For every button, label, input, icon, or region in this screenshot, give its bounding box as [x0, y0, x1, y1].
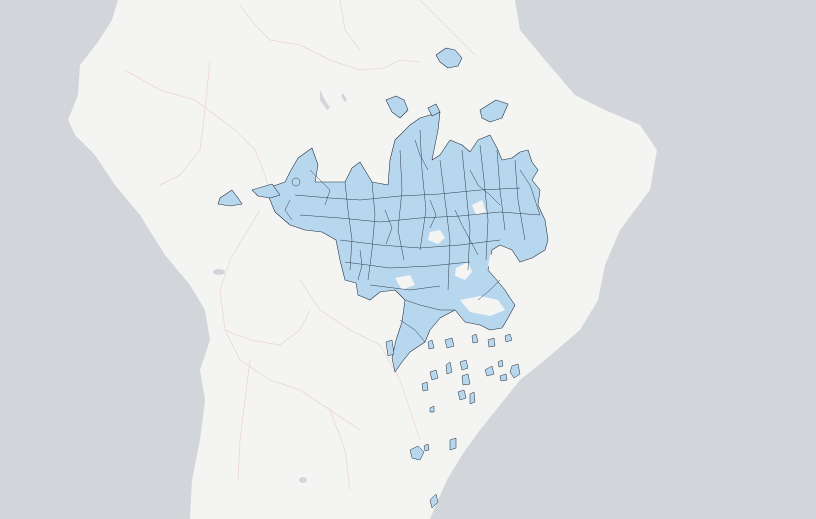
region-gap [455, 262, 472, 280]
municipality-fragment[interactable] [459, 359, 469, 371]
region-gap [472, 200, 486, 215]
municipality-fragment[interactable] [484, 365, 495, 377]
municipality-fragment[interactable] [429, 405, 435, 413]
municipality-fragment[interactable] [487, 337, 496, 348]
municipality-fragment[interactable] [497, 359, 504, 368]
highlighted-region[interactable] [217, 47, 549, 373]
municipality-fragment[interactable] [461, 373, 471, 386]
region-maranhao-tip[interactable] [479, 99, 509, 123]
municipality-fragment[interactable] [423, 443, 430, 452]
municipal-boundaries [284, 129, 541, 343]
municipality-fragment[interactable] [427, 339, 435, 350]
country-borders [124, 0, 476, 491]
region-gap [460, 296, 505, 316]
region-amapa[interactable] [435, 47, 463, 69]
municipality-fragment[interactable] [429, 369, 439, 381]
municipality-fragment[interactable] [499, 373, 508, 382]
lake [299, 477, 307, 483]
river [320, 90, 330, 110]
region-gap [488, 250, 512, 270]
municipality-fragment[interactable] [444, 337, 455, 349]
municipality-fragment[interactable] [409, 445, 425, 461]
region-north-islet[interactable] [385, 95, 409, 119]
municipality-fragment[interactable] [471, 333, 479, 344]
municipality-fragment[interactable] [504, 333, 513, 343]
scattered-municipalities[interactable] [385, 333, 521, 509]
municipality-fragment[interactable] [509, 363, 521, 379]
region-acre[interactable] [217, 189, 243, 207]
island [606, 115, 610, 119]
municipality-fragment[interactable] [385, 339, 395, 357]
region-west-tail[interactable] [251, 183, 281, 199]
region-gap [428, 230, 445, 244]
region-gap [395, 275, 415, 290]
municipality-fragment[interactable] [469, 391, 476, 405]
municipality-fragment[interactable] [429, 493, 439, 509]
lake [213, 269, 225, 275]
river [341, 93, 347, 102]
region-north-islet[interactable] [427, 103, 441, 117]
municipality-fragment[interactable] [421, 381, 429, 392]
municipality-fragment[interactable] [445, 361, 453, 375]
municipality-fragment[interactable] [449, 437, 457, 451]
municipality-fragment[interactable] [457, 389, 467, 401]
